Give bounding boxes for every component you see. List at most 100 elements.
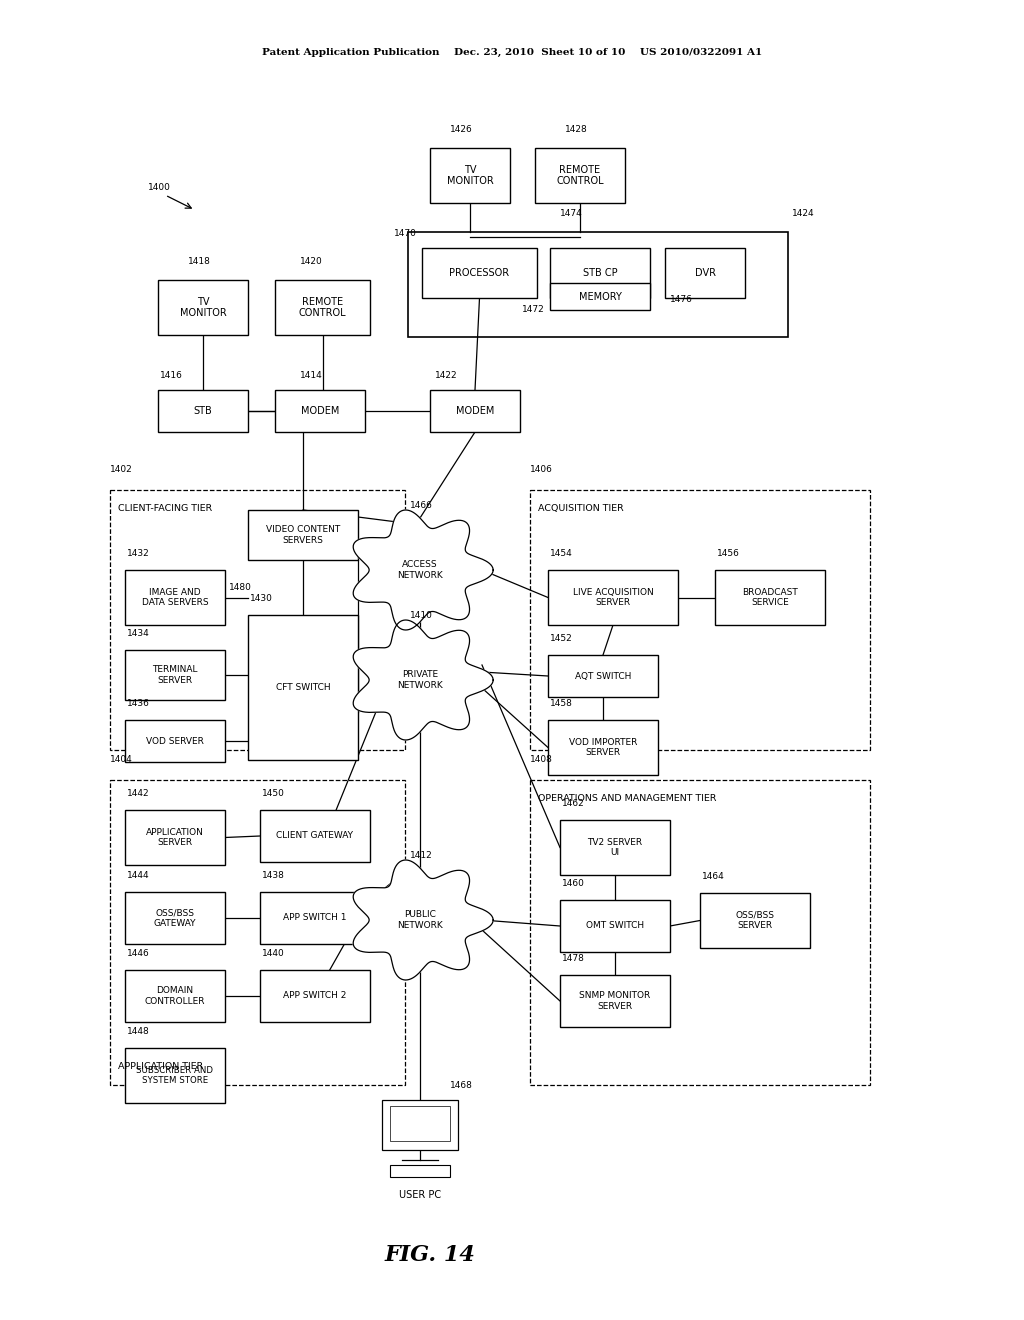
Text: PUBLIC
NETWORK: PUBLIC NETWORK — [397, 911, 442, 929]
Bar — [110, 490, 406, 750]
Text: 1432: 1432 — [127, 549, 150, 558]
Bar — [125, 810, 225, 865]
Text: TV2 SERVER
UI: TV2 SERVER UI — [588, 838, 643, 857]
Bar — [260, 970, 370, 1022]
Text: 1416: 1416 — [160, 371, 183, 380]
Text: BROADCAST
SERVICE: BROADCAST SERVICE — [742, 587, 798, 607]
Bar — [158, 389, 248, 432]
Text: OMT SWITCH: OMT SWITCH — [586, 921, 644, 931]
Bar — [560, 900, 670, 952]
Text: TV
MONITOR: TV MONITOR — [179, 297, 226, 318]
Text: 1464: 1464 — [702, 873, 725, 880]
Text: LIVE ACQUISITION
SERVER: LIVE ACQUISITION SERVER — [572, 587, 653, 607]
Text: PRIVATE
NETWORK: PRIVATE NETWORK — [397, 671, 442, 689]
Bar — [408, 232, 788, 337]
Text: 1460: 1460 — [562, 879, 585, 888]
Bar — [275, 389, 365, 432]
Bar — [125, 719, 225, 762]
Bar — [548, 655, 658, 697]
Text: 1458: 1458 — [550, 700, 572, 708]
Bar — [390, 1106, 450, 1140]
Text: 1420: 1420 — [300, 257, 323, 267]
Text: VOD IMPORTER
SERVER: VOD IMPORTER SERVER — [568, 738, 637, 758]
Text: APP SWITCH 2: APP SWITCH 2 — [284, 991, 347, 1001]
Text: 1452: 1452 — [550, 634, 572, 643]
Text: 1424: 1424 — [792, 209, 815, 218]
Bar — [125, 570, 225, 624]
Text: STB: STB — [194, 407, 212, 416]
Bar — [125, 1048, 225, 1104]
Text: 1444: 1444 — [127, 871, 150, 880]
Text: OSS/BSS
GATEWAY: OSS/BSS GATEWAY — [154, 908, 197, 928]
Text: CLIENT GATEWAY: CLIENT GATEWAY — [276, 832, 353, 841]
Text: OPERATIONS AND MANAGEMENT TIER: OPERATIONS AND MANAGEMENT TIER — [538, 795, 717, 803]
Text: SNMP MONITOR
SERVER: SNMP MONITOR SERVER — [580, 991, 650, 1011]
Text: 1406: 1406 — [530, 465, 553, 474]
Text: TERMINAL
SERVER: TERMINAL SERVER — [153, 665, 198, 685]
Text: STB CP: STB CP — [583, 268, 617, 279]
Bar — [715, 570, 825, 624]
Text: 1422: 1422 — [435, 371, 458, 380]
Bar — [422, 248, 537, 298]
Text: CLIENT-FACING TIER: CLIENT-FACING TIER — [118, 504, 212, 513]
Text: MEMORY: MEMORY — [579, 292, 622, 301]
Text: 1446: 1446 — [127, 949, 150, 958]
Text: FIG. 14: FIG. 14 — [385, 1243, 475, 1266]
Text: 1478: 1478 — [562, 954, 585, 964]
Text: VOD SERVER: VOD SERVER — [146, 737, 204, 746]
Polygon shape — [353, 861, 494, 979]
Bar — [560, 820, 670, 875]
Text: 1426: 1426 — [450, 125, 473, 135]
Bar — [548, 570, 678, 624]
Text: ACQUISITION TIER: ACQUISITION TIER — [538, 504, 624, 513]
Text: 1404: 1404 — [110, 755, 133, 764]
Bar — [158, 280, 248, 335]
Text: 1470: 1470 — [394, 228, 417, 238]
Polygon shape — [353, 620, 494, 741]
Text: 1414: 1414 — [300, 371, 323, 380]
Text: DVR: DVR — [694, 268, 716, 279]
Text: 1408: 1408 — [530, 755, 553, 764]
Text: 1456: 1456 — [717, 549, 740, 558]
Text: 1410: 1410 — [410, 611, 433, 620]
Text: REMOTE
CONTROL: REMOTE CONTROL — [299, 297, 346, 318]
Text: 1412: 1412 — [410, 851, 433, 861]
Bar — [535, 148, 625, 203]
Text: SUBSCRIBER AND
SYSTEM STORE: SUBSCRIBER AND SYSTEM STORE — [136, 1065, 213, 1085]
Bar — [700, 894, 810, 948]
Text: CFT SWITCH: CFT SWITCH — [275, 682, 331, 692]
Text: 1450: 1450 — [262, 789, 285, 799]
Text: 1428: 1428 — [565, 125, 588, 135]
Bar — [430, 389, 520, 432]
Bar — [430, 148, 510, 203]
Bar — [665, 248, 745, 298]
Bar — [382, 1100, 458, 1150]
Text: 1462: 1462 — [562, 799, 585, 808]
Text: 1480: 1480 — [229, 582, 252, 591]
Text: ACCESS
NETWORK: ACCESS NETWORK — [397, 560, 442, 579]
Text: 1476: 1476 — [670, 294, 693, 304]
Text: MODEM: MODEM — [456, 407, 495, 416]
Bar — [390, 1166, 450, 1177]
Text: MODEM: MODEM — [301, 407, 339, 416]
Text: 1466: 1466 — [410, 502, 433, 510]
Text: 1438: 1438 — [262, 871, 285, 880]
Text: 1468: 1468 — [450, 1081, 473, 1090]
Text: APPLICATION
SERVER: APPLICATION SERVER — [146, 828, 204, 847]
Text: 1436: 1436 — [127, 700, 150, 708]
Text: 1442: 1442 — [127, 789, 150, 799]
Text: AQT SWITCH: AQT SWITCH — [574, 672, 631, 681]
Text: PROCESSOR: PROCESSOR — [450, 268, 510, 279]
Text: 1400: 1400 — [148, 183, 171, 193]
Text: APP SWITCH 1: APP SWITCH 1 — [284, 913, 347, 923]
Bar — [550, 248, 650, 298]
Bar — [530, 780, 870, 1085]
Bar — [275, 280, 370, 335]
Polygon shape — [353, 510, 494, 630]
Text: 1448: 1448 — [127, 1027, 150, 1036]
Bar — [530, 490, 870, 750]
Text: VIDEO CONTENT
SERVERS: VIDEO CONTENT SERVERS — [266, 525, 340, 545]
Text: 1474: 1474 — [560, 209, 583, 218]
Text: IMAGE AND
DATA SERVERS: IMAGE AND DATA SERVERS — [141, 587, 208, 607]
Text: 1418: 1418 — [188, 257, 211, 267]
